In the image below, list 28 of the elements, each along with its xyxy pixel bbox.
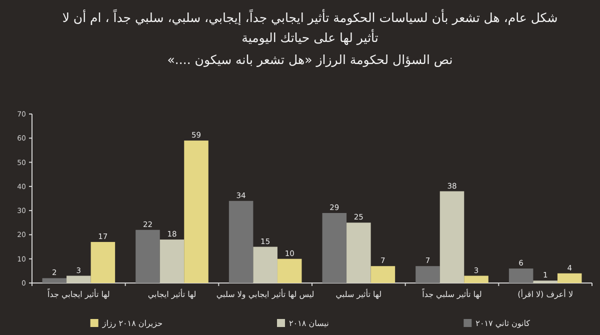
bar xyxy=(464,276,488,283)
x-tick-label: لها تأثير ايجابي جداً xyxy=(46,288,110,299)
bar xyxy=(184,140,208,283)
legend-label: نيسان ٢٠١٨ xyxy=(289,319,329,328)
bar xyxy=(160,240,184,283)
legend-label: حزيران ٢٠١٨ رزاز xyxy=(101,319,163,328)
bar xyxy=(253,246,278,283)
bar xyxy=(440,191,464,283)
subtitle: نص السؤال لحكومة الرزاز «هل تشعر بانه سيكون ....» xyxy=(166,52,454,67)
legend-label: كانون ثاني ٢٠١٧ xyxy=(476,319,530,328)
bar xyxy=(416,266,440,283)
x-tick-label: لها تأثير سلبي xyxy=(336,288,382,299)
bar xyxy=(322,212,347,283)
title: شكل عام، هل تشعر بأن لسياسات الحكومة تأثير ايجابي جداً، إيجابي، سلبي، سلبي جداً ، ام أن لا تأثير لها على حياتك اليومية xyxy=(61,8,559,47)
x-tick-label: ليس لها تأثير ايجابي ولا سلبي xyxy=(216,288,314,299)
x-tick-label: لا أعرف (لا اقرأ) xyxy=(518,289,574,299)
x-tick-label: لها تأثير ايجابي xyxy=(148,288,196,299)
bar xyxy=(508,268,534,283)
x-tick-label: لها تأثير سلبي جداً xyxy=(421,288,482,299)
bar xyxy=(136,230,160,283)
bar xyxy=(228,200,254,283)
bar xyxy=(42,278,67,283)
bar xyxy=(277,258,302,283)
bar xyxy=(346,222,371,283)
bar xyxy=(66,276,91,283)
bar xyxy=(557,273,582,283)
bar xyxy=(370,266,396,283)
bar xyxy=(90,242,116,283)
